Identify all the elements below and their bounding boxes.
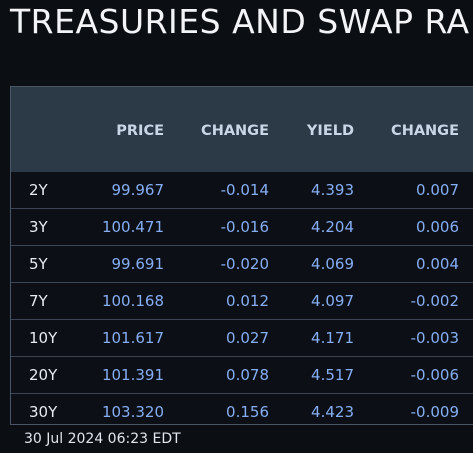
price-change-cell: 0.156 xyxy=(226,403,269,421)
price-cell: 100.471 xyxy=(79,208,179,246)
price-change-cell: -0.016 xyxy=(179,208,284,246)
table-header: PRICE CHANGE YIELD CHANGE xyxy=(11,87,473,172)
table-row: 5Y 99.691 -0.020 4.069 0.004 xyxy=(11,245,473,283)
yield-change-cell: -0.003 xyxy=(369,319,473,357)
price-cell: 101.391 xyxy=(79,356,179,394)
tenor-cell: 20Y xyxy=(11,356,79,394)
table-body: 2Y 99.967 -0.014 4.393 0.007 3Y 100.471 … xyxy=(11,172,473,425)
table-row: 30Y 103.320 0.156 4.423 -0.009 xyxy=(11,394,473,425)
table-header-row: PRICE CHANGE YIELD CHANGE xyxy=(11,87,473,172)
yield-change-cell: -0.006 xyxy=(369,356,473,394)
tenor-cell: 30Y xyxy=(29,403,58,421)
yield-change-cell: 0.006 xyxy=(369,208,473,246)
tenor-cell: 10Y xyxy=(11,319,79,357)
price-cell: 99.691 xyxy=(79,245,179,283)
last-updated-timestamp: 30 Jul 2024 06:23 EDT xyxy=(24,431,181,447)
yield-change-cell: -0.002 xyxy=(369,282,473,320)
treasuries-table-container: PRICE CHANGE YIELD CHANGE 2Y 99.967 -0.0… xyxy=(10,86,473,425)
header-yield: YIELD xyxy=(306,122,354,139)
yield-cell: 4.517 xyxy=(284,356,369,394)
tenor-cell: 5Y xyxy=(11,245,79,283)
header-tenor xyxy=(11,87,79,172)
yield-cell: 4.393 xyxy=(284,172,369,209)
header-price-change: CHANGE xyxy=(201,122,269,139)
table-row: 2Y 99.967 -0.014 4.393 0.007 xyxy=(11,172,473,209)
table-row: 7Y 100.168 0.012 4.097 -0.002 xyxy=(11,282,473,320)
price-cell: 101.617 xyxy=(79,319,179,357)
page-title: TREASURIES AND SWAP RA xyxy=(10,2,470,41)
yield-change-cell: 0.007 xyxy=(369,172,473,209)
yield-cell: 4.423 xyxy=(311,403,354,421)
price-cell: 100.168 xyxy=(79,282,179,320)
header-yield-change: CHANGE xyxy=(391,122,459,139)
yield-change-cell: -0.009 xyxy=(410,403,459,421)
yield-cell: 4.171 xyxy=(284,319,369,357)
yield-cell: 4.097 xyxy=(284,282,369,320)
header-price: PRICE xyxy=(116,122,164,139)
table-row: 3Y 100.471 -0.016 4.204 0.006 xyxy=(11,208,473,246)
price-change-cell: 0.078 xyxy=(179,356,284,394)
yield-change-cell: 0.004 xyxy=(369,245,473,283)
tenor-cell: 2Y xyxy=(11,172,79,209)
price-change-cell: 0.012 xyxy=(179,282,284,320)
price-change-cell: -0.020 xyxy=(179,245,284,283)
price-change-cell: 0.027 xyxy=(179,319,284,357)
table-row: 10Y 101.617 0.027 4.171 -0.003 xyxy=(11,319,473,357)
tenor-cell: 3Y xyxy=(11,208,79,246)
price-cell: 103.320 xyxy=(101,403,164,421)
treasuries-table: PRICE CHANGE YIELD CHANGE 2Y 99.967 -0.0… xyxy=(11,87,473,425)
price-change-cell: -0.014 xyxy=(179,172,284,209)
yield-cell: 4.069 xyxy=(284,245,369,283)
yield-cell: 4.204 xyxy=(284,208,369,246)
tenor-cell: 7Y xyxy=(11,282,79,320)
table-row: 20Y 101.391 0.078 4.517 -0.006 xyxy=(11,356,473,394)
price-cell: 99.967 xyxy=(79,172,179,209)
